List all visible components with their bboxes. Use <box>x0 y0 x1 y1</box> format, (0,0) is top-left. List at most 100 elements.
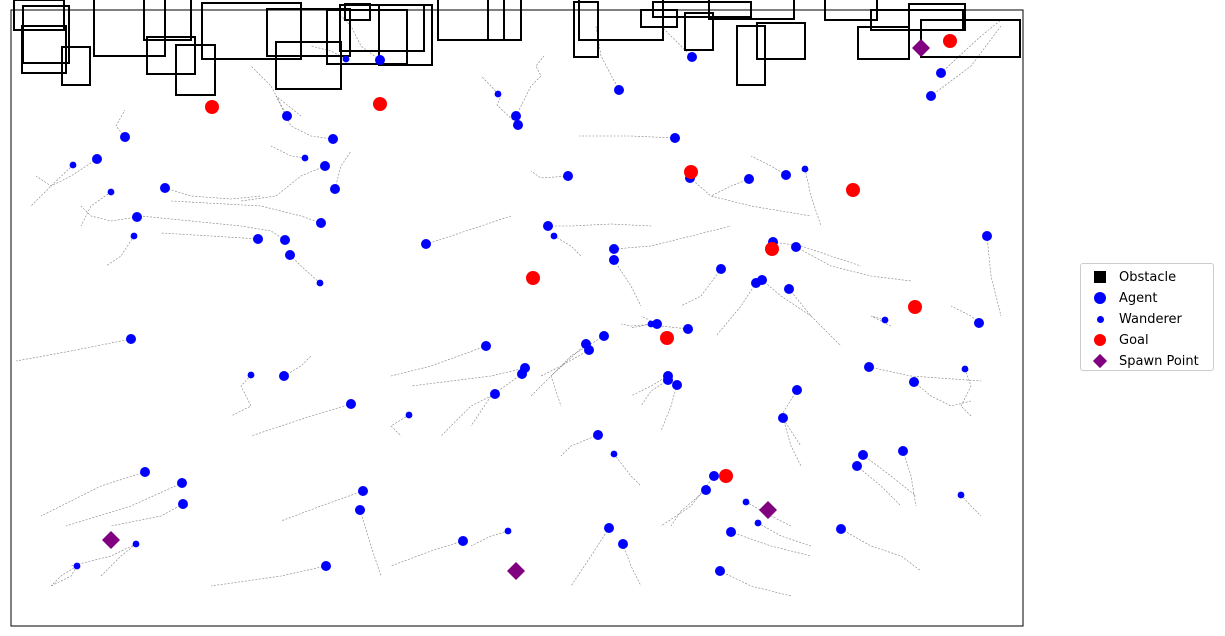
agent-point-35 <box>652 319 662 329</box>
trajectory-path-66 <box>210 565 327 587</box>
path-traces <box>15 15 1002 597</box>
spawn-point-1 <box>759 501 777 519</box>
goal-point-0 <box>205 100 219 114</box>
agent-point-1 <box>687 52 697 62</box>
obstacle-17 <box>344 3 371 21</box>
obstacle-23 <box>437 0 505 41</box>
agent-point-39 <box>584 345 594 355</box>
goal-point-4 <box>846 183 860 197</box>
agent-point-22 <box>280 235 290 245</box>
agent-point-11 <box>670 133 680 143</box>
trajectory-path-7 <box>496 95 519 126</box>
agent-point-36 <box>683 324 693 334</box>
obstacle-11 <box>578 0 664 41</box>
trajectory-path-84 <box>960 368 972 417</box>
trajectory-path-54 <box>782 417 802 467</box>
trajectory-path-36 <box>550 335 605 407</box>
legend: Obstacle Agent Wanderer Goal Spawn Point <box>1080 263 1214 371</box>
trajectory-path-15 <box>334 150 352 190</box>
legend-label-spawn-point: Spawn Point <box>1119 354 1199 369</box>
goal-point-1 <box>373 97 387 111</box>
trajectory-path-92 <box>470 530 509 547</box>
spawn-point-0 <box>912 39 930 57</box>
trajectory-path-87 <box>390 414 410 437</box>
obstacle-2 <box>61 46 91 86</box>
wanderer-point-8 <box>247 371 255 379</box>
trajectory-path-24 <box>548 223 652 227</box>
trajectory-path-60 <box>280 490 364 522</box>
goal-point-6 <box>765 242 779 256</box>
agent-point-8 <box>120 132 130 142</box>
trajectory-path-41 <box>470 373 523 427</box>
trajectory-path-11 <box>579 135 676 139</box>
goal-point-3 <box>684 165 698 179</box>
agent-point-23 <box>285 250 295 260</box>
agent-point-62 <box>177 478 187 488</box>
trajectory-path-14 <box>80 205 138 222</box>
obstacle-19 <box>756 22 806 60</box>
legend-label-obstacle: Obstacle <box>1119 270 1177 285</box>
agent-point-42 <box>517 369 527 379</box>
trajectory-path-69 <box>570 527 610 587</box>
legend-item-agent: Agent <box>1081 288 1213 309</box>
agent-point-46 <box>663 375 673 385</box>
trajectory-path-51 <box>250 403 352 437</box>
agent-point-28 <box>982 231 992 241</box>
trajectory-path-47 <box>868 366 982 382</box>
wanderer-point-11 <box>550 232 558 240</box>
agent-point-71 <box>140 467 150 477</box>
agent-point-2 <box>614 85 624 95</box>
trajectory-path-29 <box>680 268 722 307</box>
agent-point-25 <box>543 221 553 231</box>
agent-point-30 <box>716 264 726 274</box>
agent-point-19 <box>781 170 791 180</box>
wanderer-point-7 <box>647 320 655 328</box>
obstacle-1 <box>275 41 342 90</box>
trajectory-path-48 <box>913 381 972 407</box>
spawn-point-marker-icon <box>1092 353 1108 369</box>
legend-item-spawn-point: Spawn Point <box>1081 351 1213 372</box>
trajectory-path-1 <box>660 25 693 58</box>
obstacle-5 <box>684 12 714 51</box>
trajectory-path-78 <box>80 191 112 227</box>
wanderer-point-6 <box>316 279 324 287</box>
agent-point-45 <box>974 318 984 328</box>
trajectory-path-28 <box>795 246 912 282</box>
trajectory-path-75 <box>270 145 306 159</box>
wanderer-point-17 <box>754 519 762 527</box>
trajectory-path-68 <box>840 528 922 572</box>
agent-marker-icon <box>1094 292 1106 304</box>
trajectory-path-10 <box>275 95 334 140</box>
obstacle-16 <box>908 3 966 31</box>
trajectory-path-56 <box>856 465 902 507</box>
wanderer-point-10 <box>961 365 969 373</box>
trajectory-path-5 <box>250 65 288 117</box>
agent-point-6 <box>511 111 521 121</box>
trajectory-path-73 <box>70 543 137 567</box>
trajectory-path-37 <box>530 343 587 397</box>
obstacle-9 <box>339 4 425 52</box>
wanderer-point-16 <box>742 498 750 506</box>
obstacle-27 <box>708 0 795 20</box>
agent-point-67 <box>321 561 331 571</box>
obstacle-28 <box>143 0 192 41</box>
agent-point-47 <box>672 380 682 390</box>
agent-point-7 <box>513 120 523 130</box>
trajectory-path-93 <box>100 543 137 577</box>
points <box>69 34 992 580</box>
agent-point-21 <box>253 234 263 244</box>
wanderer-point-15 <box>957 491 965 499</box>
wanderer-point-3 <box>69 161 77 169</box>
wanderer-marker-icon <box>1097 316 1104 323</box>
agent-point-14 <box>132 212 142 222</box>
trajectory-path-89 <box>960 494 982 517</box>
agent-point-29 <box>791 242 801 252</box>
obstacle-26 <box>573 1 599 58</box>
trajectory-path-67 <box>359 509 382 577</box>
trajectory-path-13 <box>164 187 262 200</box>
obstacle-12 <box>13 0 65 31</box>
goal-point-7 <box>908 300 922 314</box>
trajectory-path-88 <box>613 453 642 487</box>
wanderer-point-5 <box>130 232 138 240</box>
agent-point-4 <box>936 68 946 78</box>
